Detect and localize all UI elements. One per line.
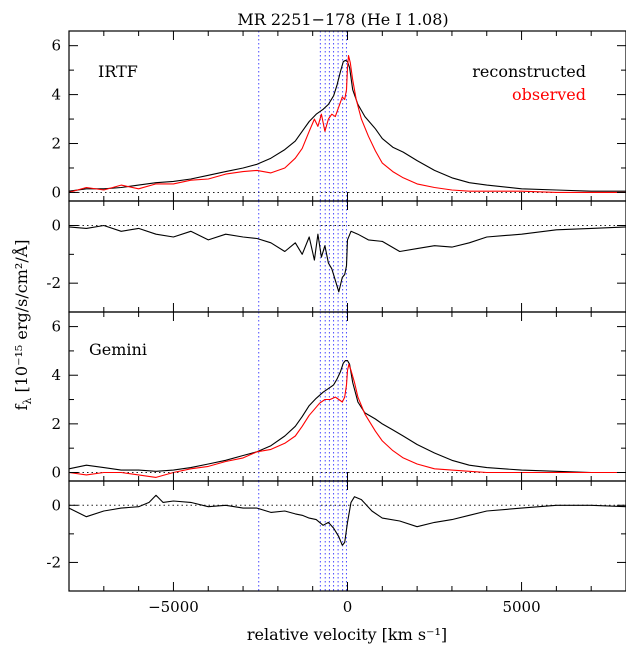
panel-frame — [68, 311, 626, 482]
panel-label: IRTF — [98, 62, 138, 81]
chart-title: MR 2251−178 (He I 1.08) — [237, 10, 448, 29]
y-tick-label: 6 — [51, 318, 61, 336]
y-tick-label: -2 — [46, 553, 61, 571]
panel-label: Gemini — [89, 340, 147, 359]
y-axis-label-lambda: λ — [21, 398, 34, 405]
panel-irtf-spectrum: 0 2 4 6 IRTF reconstructed observed — [51, 30, 626, 202]
panel-irtf-residual: -2 0 — [46, 200, 626, 313]
y-tick-label: 0 — [51, 183, 61, 201]
x-tick-label: −5000 — [148, 598, 199, 616]
series-reconstructed — [68, 59, 626, 192]
y-axis-label-f: f — [12, 404, 31, 411]
x-tick-label: 5000 — [502, 598, 540, 616]
y-axis-label: fλ [10⁻¹⁵ erg/s/cm²/Å] — [11, 239, 34, 410]
series-reconstructed — [68, 360, 626, 474]
x-tick-labels: −5000 0 5000 — [148, 598, 541, 616]
y-tick-label: 0 — [51, 217, 61, 235]
series-line-0 — [68, 224, 626, 293]
y-tick-label: 0 — [51, 463, 61, 481]
panel-gemini-residual: -2 0 — [46, 480, 626, 592]
panel-frame — [68, 200, 626, 313]
x-tick-label: 0 — [343, 598, 353, 616]
y-tick-label: 6 — [51, 37, 61, 55]
y-tick-label: 4 — [51, 366, 61, 384]
y-tick-label: 4 — [51, 86, 61, 104]
legend-reconstructed: reconstructed — [472, 62, 586, 81]
panel-frame — [68, 30, 626, 202]
y-tick-label: 0 — [51, 496, 61, 514]
y-tick-label: 2 — [51, 135, 61, 153]
x-axis-label: relative velocity [km s⁻¹] — [247, 625, 447, 644]
panel-frame — [68, 480, 626, 592]
panel-gemini-spectrum: 0 2 4 6 Gemini — [51, 311, 626, 482]
series-line-0 — [68, 494, 626, 546]
series-observed — [68, 363, 626, 478]
series-observed — [68, 54, 626, 193]
legend-observed: observed — [512, 85, 586, 104]
y-tick-label: 2 — [51, 415, 61, 433]
y-axis-label-units: [10⁻¹⁵ erg/s/cm²/Å] — [11, 239, 31, 397]
panels-layer: 0 2 4 6 IRTF reconstructed observed -2 0 0 2 4 6 Gemi… — [46, 30, 626, 592]
y-tick-label: -2 — [46, 274, 61, 292]
